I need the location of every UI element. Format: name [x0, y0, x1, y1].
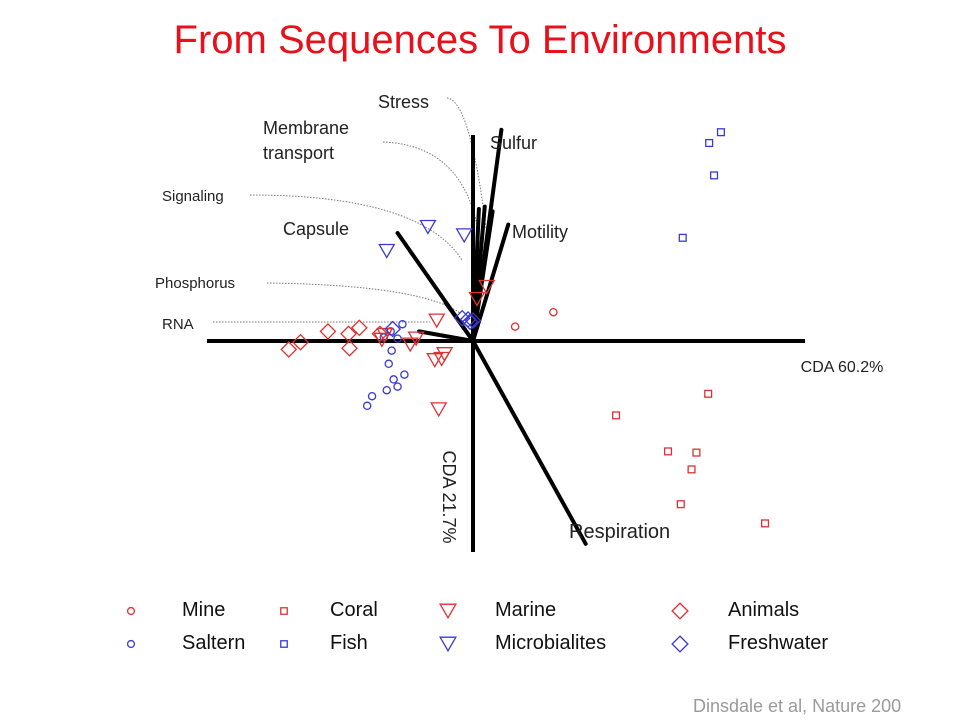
point-saltern [393, 382, 402, 391]
legend-marker-animals [671, 602, 689, 620]
page-title: From Sequences To Environments [173, 18, 787, 62]
legend: Mine Saltern Coral Fish Marine Microbialites A… [0, 590, 960, 670]
legend-item-marine: Marine [438, 596, 678, 626]
point-marine [433, 351, 451, 367]
point-marine [426, 353, 444, 369]
vector-phosphorus [443, 300, 475, 343]
vector-label-motility: Motility [512, 222, 568, 242]
legend-label-fish: Fish [330, 632, 368, 654]
point-fish [710, 171, 719, 180]
legend-item-fish: Fish [274, 629, 514, 659]
legend-marker-freshwater [671, 635, 689, 653]
vector-rna [417, 329, 475, 343]
citation: Dinsdale et al, Nature 200 [693, 696, 902, 716]
point-saltern [400, 370, 409, 379]
legend-label-animals: Animals [728, 599, 800, 621]
point-microbialites [455, 228, 473, 244]
point-marine [478, 279, 496, 295]
vector-label-signaling: Signaling [162, 188, 224, 205]
point-coral [704, 389, 713, 398]
point-marine [428, 313, 446, 329]
legend-marker-fish [280, 640, 288, 648]
point-saltern [362, 401, 372, 411]
vector-respiration [471, 339, 588, 546]
vector-label-stress: Stress [378, 92, 429, 112]
legend-marker-mine [126, 606, 136, 616]
legend-marker-microbialites [438, 636, 458, 653]
point-animals [280, 340, 298, 358]
point-saltern [387, 346, 396, 355]
vector-label-membrane-transport: Membrane transport [263, 118, 349, 163]
legend-label-microbialites: Microbialites [495, 632, 607, 654]
x-axis-label: CDA 60.2% [801, 359, 884, 376]
point-saltern [389, 375, 398, 384]
legend-label-mine: Mine [182, 599, 226, 621]
leader-line-signaling [249, 194, 463, 261]
point-fish [678, 233, 687, 242]
legend-marker-saltern [126, 639, 136, 649]
legend-label-saltern: Saltern [182, 632, 246, 654]
legend-item-freshwater: Freshwater [670, 629, 910, 659]
vector-label-respiration: Respiration [569, 521, 670, 543]
legend-item-saltern: Saltern [121, 629, 361, 659]
point-animals [350, 319, 368, 337]
leader-line-stress [446, 97, 487, 229]
vector-label-capsule: Capsule [283, 219, 349, 239]
point-freshwater [461, 313, 479, 331]
point-freshwater [464, 312, 482, 330]
point-saltern [367, 391, 377, 401]
point-freshwater [384, 320, 402, 338]
point-saltern [382, 385, 392, 395]
vector-label-sulfur: Sulfur [490, 133, 537, 153]
point-coral [692, 448, 701, 457]
leader-line-phosphorus [266, 282, 461, 314]
point-coral [687, 465, 696, 474]
point-mine [510, 322, 520, 331]
point-saltern [393, 334, 402, 343]
legend-marker-marine [438, 603, 458, 620]
point-animals [341, 339, 358, 357]
point-coral [760, 519, 770, 528]
point-coral [612, 411, 621, 420]
y-axis-label: CDA 21.7% [439, 450, 459, 543]
vector-label-phosphorus: Phosphorus [155, 275, 235, 292]
point-coral [676, 500, 685, 509]
legend-label-coral: Coral [330, 599, 378, 621]
point-marine [401, 337, 419, 353]
point-fish [705, 138, 714, 148]
point-freshwater [453, 309, 471, 327]
legend-item-mine: Mine [121, 596, 361, 626]
legend-item-animals: Animals [670, 596, 910, 626]
point-microbialites [378, 243, 396, 259]
point-saltern [384, 359, 393, 369]
point-marine [430, 402, 448, 418]
legend-label-freshwater: Freshwater [728, 632, 829, 654]
point-coral [663, 447, 673, 456]
point-animals [319, 322, 337, 340]
point-animals [292, 333, 309, 351]
point-microbialites [419, 219, 437, 235]
point-fish [716, 128, 725, 137]
legend-item-microbialites: Microbialites [438, 629, 678, 659]
leader-line-membrane-transport [382, 141, 478, 226]
point-animals [371, 325, 389, 343]
vector-label-rna: RNA [162, 316, 194, 333]
legend-item-coral: Coral [274, 596, 514, 626]
point-saltern [398, 319, 407, 329]
point-marine [468, 291, 486, 307]
legend-label-marine: Marine [495, 599, 557, 621]
point-mine [549, 307, 558, 317]
legend-marker-coral [280, 607, 288, 615]
